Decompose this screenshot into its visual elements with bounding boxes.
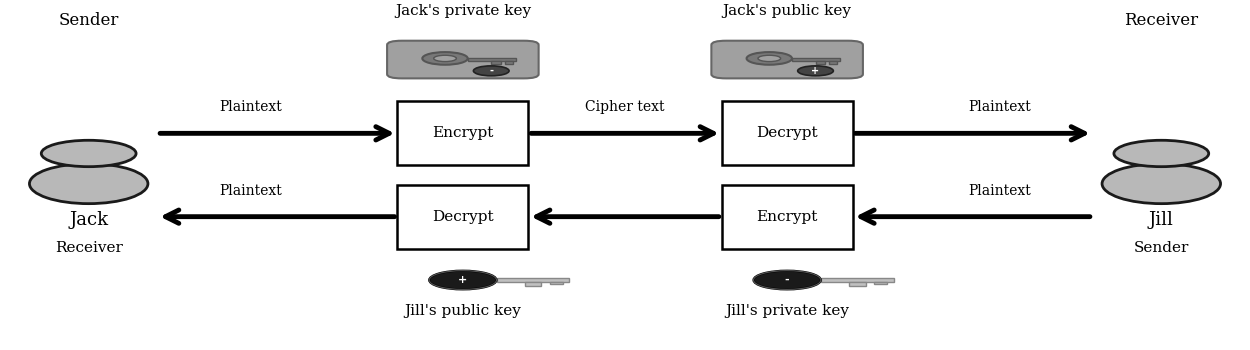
Text: +: +: [459, 275, 468, 285]
Text: Jill: Jill: [1149, 211, 1174, 229]
Polygon shape: [792, 58, 840, 61]
Text: Jack's private key: Jack's private key: [395, 4, 531, 18]
FancyBboxPatch shape: [711, 41, 862, 78]
Text: Decrypt: Decrypt: [432, 210, 494, 224]
Circle shape: [434, 55, 456, 62]
FancyBboxPatch shape: [398, 101, 529, 166]
Text: Plaintext: Plaintext: [220, 183, 282, 197]
Text: +: +: [811, 66, 820, 76]
FancyBboxPatch shape: [388, 41, 539, 78]
FancyBboxPatch shape: [721, 184, 853, 249]
Text: Jack's public key: Jack's public key: [722, 4, 851, 18]
Ellipse shape: [30, 164, 148, 204]
Circle shape: [758, 55, 781, 62]
Polygon shape: [505, 61, 512, 64]
Circle shape: [746, 52, 792, 65]
Text: Sender: Sender: [59, 12, 119, 29]
Text: Jill's private key: Jill's private key: [725, 304, 849, 318]
Circle shape: [429, 271, 496, 289]
Polygon shape: [874, 282, 888, 285]
Circle shape: [754, 271, 821, 289]
Ellipse shape: [1102, 164, 1220, 204]
Polygon shape: [496, 278, 570, 282]
Text: Encrypt: Encrypt: [432, 126, 494, 140]
Text: -: -: [489, 66, 494, 76]
Text: Cipher text: Cipher text: [585, 100, 665, 114]
Circle shape: [474, 66, 509, 76]
Text: Plaintext: Plaintext: [968, 100, 1030, 114]
Polygon shape: [550, 282, 562, 285]
Text: Sender: Sender: [1134, 241, 1189, 255]
Text: Receiver: Receiver: [55, 241, 123, 255]
Circle shape: [422, 52, 468, 65]
Text: Jill's public key: Jill's public key: [405, 304, 521, 318]
Circle shape: [1114, 140, 1209, 167]
Polygon shape: [491, 61, 501, 64]
FancyBboxPatch shape: [721, 101, 853, 166]
Text: -: -: [785, 275, 790, 285]
Text: Receiver: Receiver: [1124, 12, 1199, 29]
Polygon shape: [815, 61, 825, 64]
Text: Plaintext: Plaintext: [220, 100, 282, 114]
Polygon shape: [821, 278, 894, 282]
Polygon shape: [468, 58, 515, 61]
Text: Plaintext: Plaintext: [968, 183, 1030, 197]
Polygon shape: [849, 282, 866, 286]
FancyBboxPatch shape: [398, 184, 529, 249]
Text: Jack: Jack: [69, 211, 109, 229]
Polygon shape: [525, 282, 541, 286]
Text: Encrypt: Encrypt: [756, 210, 818, 224]
Circle shape: [798, 66, 834, 76]
Circle shape: [41, 140, 136, 167]
Text: Decrypt: Decrypt: [756, 126, 818, 140]
Polygon shape: [829, 61, 838, 64]
